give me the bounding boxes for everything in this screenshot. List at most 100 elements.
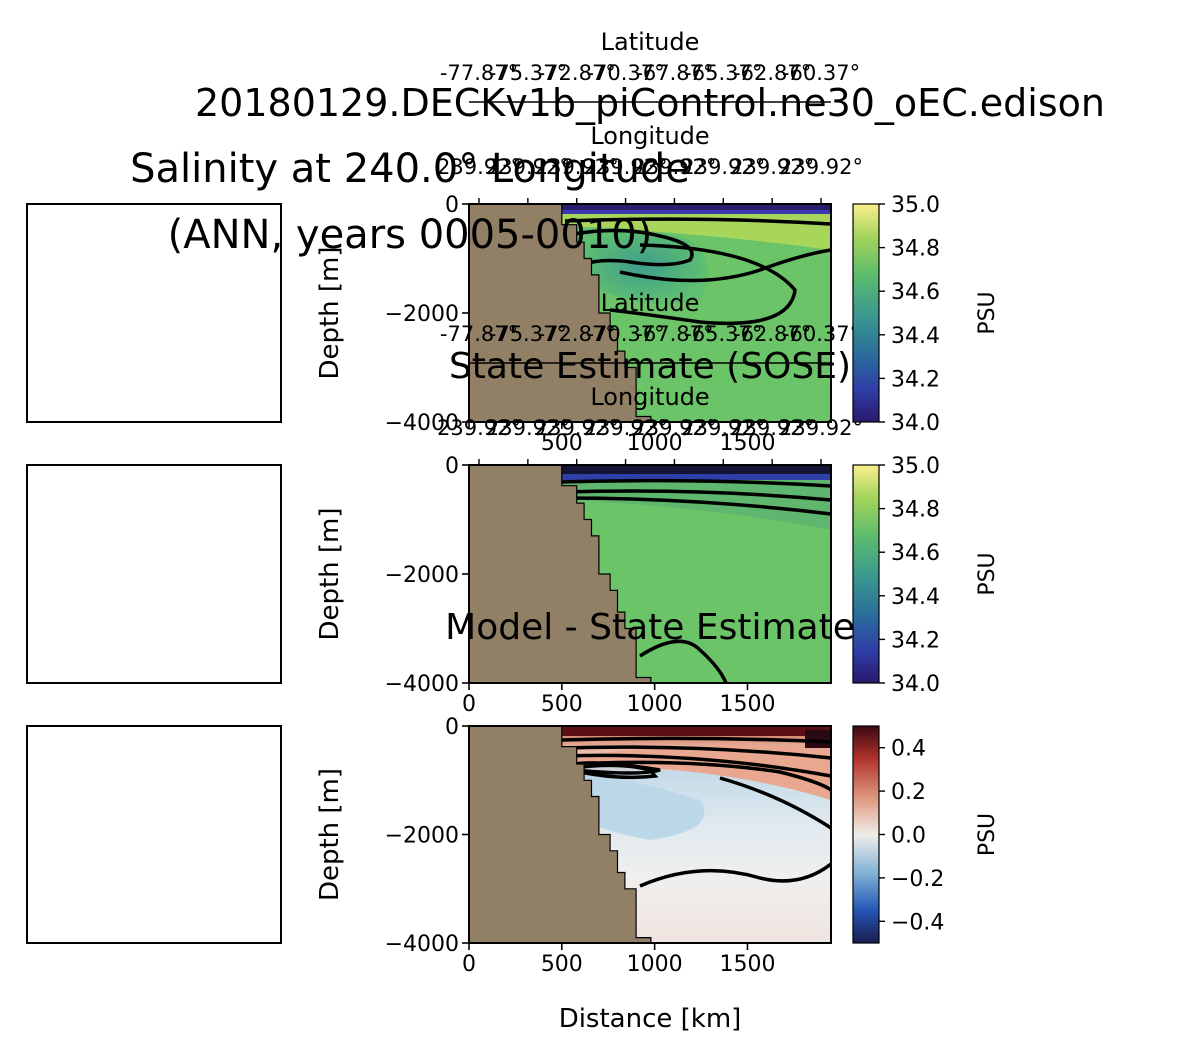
panel-1-surface-layer [560, 465, 831, 475]
panel-0-contour-4 [609, 243, 797, 326]
colorbar-2 [852, 725, 880, 944]
panel-1-ytick-label: 0 [445, 454, 459, 479]
panel-1-lon-tick: 239.92° [632, 416, 716, 440]
panel-1-lat-tick: -60.37° [782, 322, 860, 346]
panel-2-contours [561, 736, 831, 888]
colorbar-0 [852, 203, 880, 423]
panel-0-ytick-label: −2000 [385, 302, 459, 327]
panel-2-xtick-label: 1500 [719, 952, 775, 977]
panel-0-lon-tick: 239.92° [535, 155, 619, 179]
panel-2-field [469, 726, 831, 943]
panel-1-contour-deep [639, 639, 728, 683]
panel-0-contour-1 [564, 217, 831, 226]
panel-1-ylabel: Depth [m] [315, 507, 345, 640]
panel-0-lat-tick: -70.37° [586, 61, 664, 85]
panel-1-bathymetry [469, 465, 652, 683]
panel-2-xlabel: Distance [km] [559, 1004, 742, 1034]
axes-layer: 500 1000 1500 0 −2000 −4000 Depth [m] Latitude -… [195, 28, 1105, 1034]
panel-0-lat-tick: -75.37° [489, 61, 567, 85]
panel-1-lon-tick: 239.92° [486, 416, 570, 440]
figure-title-line1: Salinity at 240.0° Longitude [130, 146, 690, 192]
panel-1-contour-3 [564, 496, 831, 516]
panel-0-lat-tick: -65.37° [684, 61, 762, 85]
panel-2-ytick-label: −4000 [385, 932, 459, 957]
panel-0-lat-tick: -62.87° [733, 61, 811, 85]
panel-1-lon-tick: 239.92° [779, 416, 863, 440]
colorbar-1-tick-label: 34.2 [891, 628, 940, 653]
panel-2-xtick-label: 0 [462, 952, 476, 977]
panel-0-surface-layer-2 [552, 210, 831, 214]
panel-0-lon-tick: 239.92° [632, 155, 716, 179]
panel-1-lon-axis-label: Longitude [590, 383, 709, 411]
panel-0-lat-tick: -72.87° [538, 61, 616, 85]
panel-1-map-box [26, 464, 282, 684]
panel-0-ytick-label: −4000 [385, 411, 459, 436]
panel-2-xtick-label: 1000 [627, 952, 683, 977]
panel-0-lon-tick: 239.92° [681, 155, 765, 179]
panel-2-map-box [26, 725, 282, 944]
panel-2-ylabel: Depth [m] [315, 768, 345, 901]
panel-2-surface-max [805, 730, 831, 748]
panel-1-ytick-label: −2000 [385, 563, 459, 588]
colorbar-1-tick-label: 34.6 [891, 541, 940, 566]
panel-0-lon-axis-label: Longitude [590, 122, 709, 150]
colorbar-1-tick-label: 34.8 [891, 498, 940, 523]
colorbar-1-label: PSU [975, 552, 1000, 595]
panel-2-contour-7 [719, 776, 831, 830]
panel-0-contour-2 [573, 228, 694, 267]
panel-0-xtick-label: 500 [541, 431, 583, 456]
colorbar-0-tick-label: 34.6 [891, 280, 940, 305]
panel-1-lon-tick: 239.92° [730, 416, 814, 440]
figure-title-line2: (ANN, years 0005-0010) [168, 212, 653, 258]
panel-0-xtick-label: 1500 [719, 431, 775, 456]
panel-0-field [469, 204, 831, 422]
panel-2-warm-band [560, 745, 831, 800]
panel-0-contours [564, 217, 831, 326]
panel-1-title: State Estimate (SOSE) [449, 346, 851, 387]
panel-2-contour-deep [639, 862, 831, 888]
panel-0-lat-tick: -77.87° [440, 61, 518, 85]
panel-0-lat-tick: -60.37° [782, 61, 860, 85]
colorbar-0-tick-label: 34.4 [891, 324, 940, 349]
panel-1-lon-tick: 239.92° [681, 416, 765, 440]
panel-1-lat-tick: -75.37° [489, 322, 567, 346]
panel-1-contours [559, 478, 831, 683]
panel-1-field [469, 465, 831, 683]
colorbar-1-tick-label: 35.0 [891, 454, 940, 479]
panel-2-contour-1 [561, 736, 831, 744]
colorbar-2-tick-label: 0.0 [891, 824, 926, 849]
panel-2-ytick-label: −2000 [385, 824, 459, 849]
panel-0-lat-axis-label: Latitude [601, 28, 700, 56]
colorbar-0-tick-label: 35.0 [891, 193, 940, 218]
panel-2-bathymetry [469, 726, 652, 943]
panel-1-xtick-label: 1000 [627, 692, 683, 717]
panel-1-surface-layer-2 [560, 474, 831, 480]
panel-1-lat-tick: -77.87° [440, 322, 518, 346]
panel-0-title: 20180129.DECKv1b_piControl.ne30_oEC.edis… [195, 81, 1105, 125]
panel-1-lon-tick: 239.92° [535, 416, 619, 440]
panel-0-lon-tick: 239.92° [730, 155, 814, 179]
panel-0-high-band [560, 214, 831, 250]
panel-1-lat-tick: -62.87° [733, 322, 811, 346]
panel-2-title: Model - State Estimate [445, 607, 855, 648]
panel-1-lat-axis-label: Latitude [601, 289, 700, 317]
panel-1-contour-2 [561, 489, 831, 502]
panel-2-contour-4 [599, 760, 831, 792]
panel-1-lat-tick: -72.87° [538, 322, 616, 346]
panel-0-lon-tick: 239.92° [486, 155, 570, 179]
colorbar-2-label: PSU [975, 813, 1000, 856]
panel-0-surface-layer [552, 204, 831, 212]
panel-2-ytick-label: 0 [445, 715, 459, 740]
colorbar-2-tick-label: −0.4 [891, 910, 944, 935]
colorbar-0-tick-label: 34.2 [891, 367, 940, 392]
panel-0-ytick-label: 0 [445, 193, 459, 218]
colorbar-1-tick-label: 34.4 [891, 585, 940, 610]
colorbar-0-tick-label: 34.0 [891, 411, 940, 436]
panel-2-contour-6 [574, 761, 661, 775]
panel-1-contour-1 [559, 478, 831, 488]
panel-1-lon-tick: 239.92° [584, 416, 668, 440]
colorbar-2-tick-label: 0.4 [891, 737, 926, 762]
panel-1-xtick-label: 500 [541, 692, 583, 717]
panel-0-lat-tick: -67.87° [635, 61, 713, 85]
